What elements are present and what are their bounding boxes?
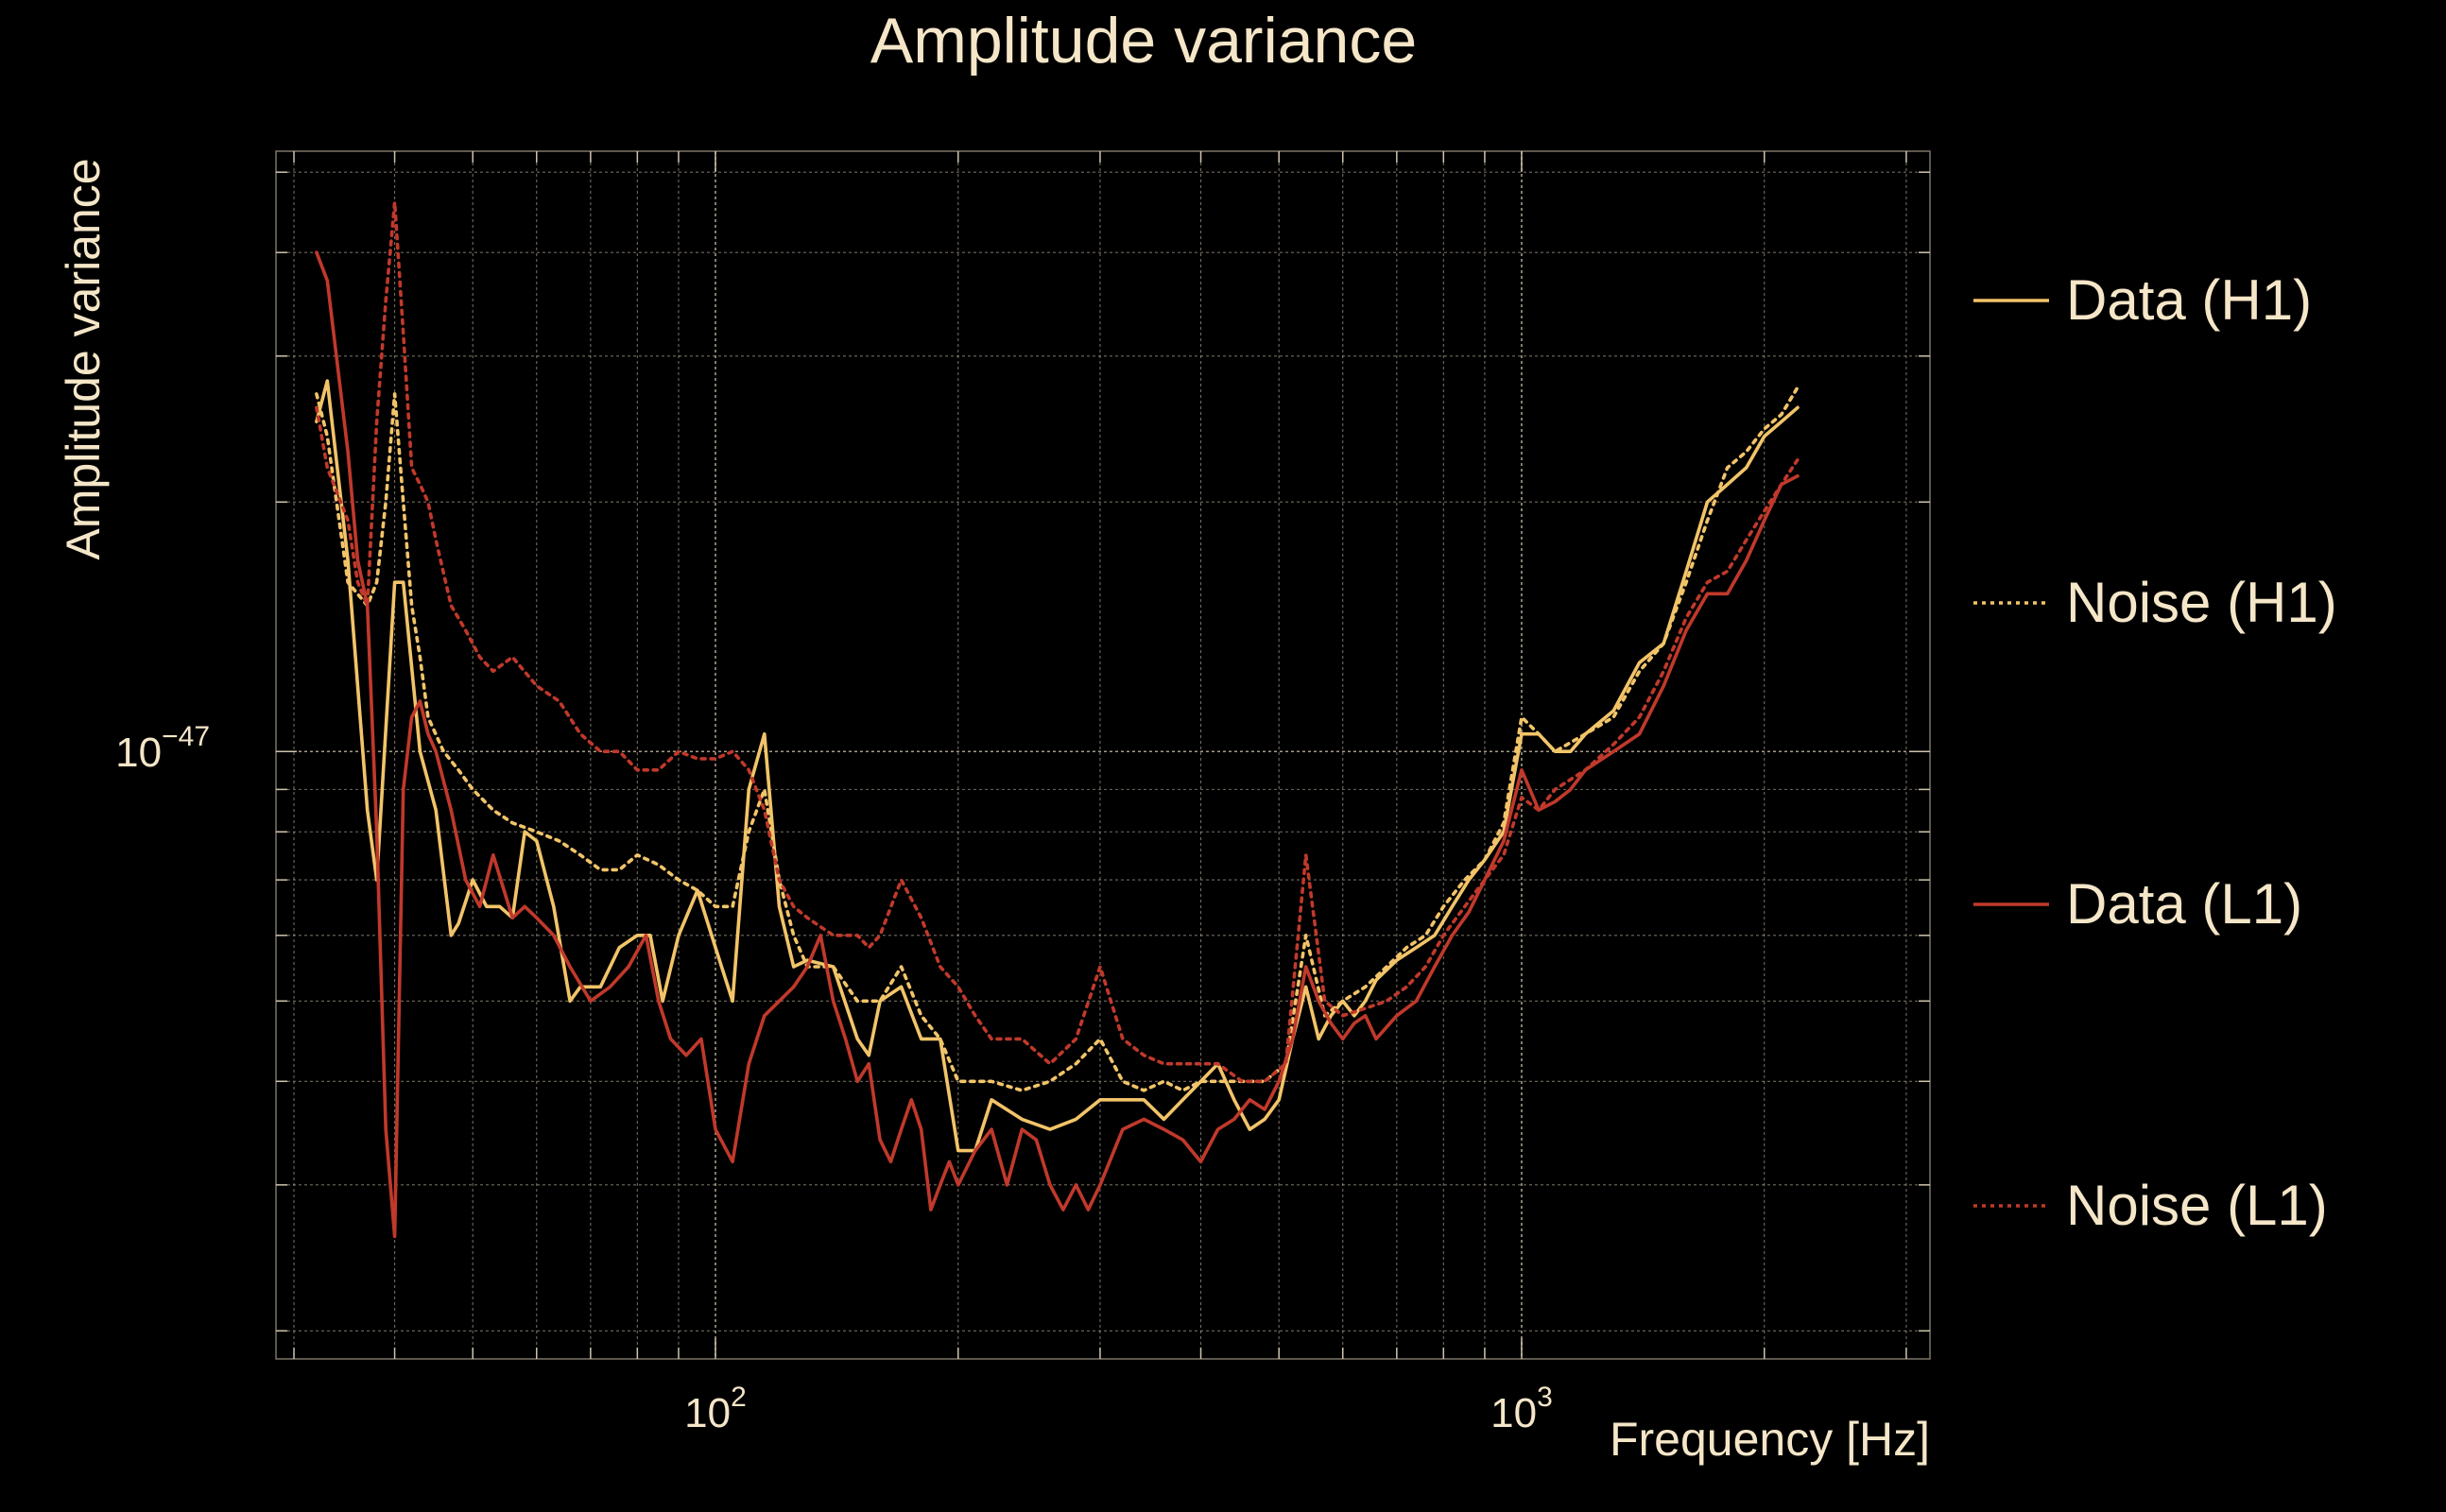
chart-title: Amplitude variance	[870, 5, 1417, 77]
legend-label: Data (L1)	[2066, 872, 2302, 936]
x-axis-label: Frequency [Hz]	[1610, 1413, 1930, 1466]
legend-label: Noise (H1)	[2066, 571, 2337, 634]
legend-label: Noise (L1)	[2066, 1174, 2328, 1237]
axis-layer: 102 103 10−47	[115, 150, 1931, 1436]
legend-label: Data (H1)	[2066, 268, 2312, 332]
grid-layer	[276, 151, 1930, 1359]
y-axis-label: Amplitude variance	[57, 158, 110, 559]
series-line-data-h1	[315, 379, 1800, 1153]
series-layer	[315, 200, 1800, 1239]
x-tick-label: 103	[1490, 1382, 1553, 1436]
series-line-noise-h1	[315, 386, 1800, 1092]
y-tick-label: 10−47	[115, 721, 210, 776]
series-line-noise-l1	[315, 200, 1800, 1084]
series-line-data-l1	[315, 250, 1800, 1239]
plot-frame	[275, 150, 1931, 1360]
x-tick-label: 102	[684, 1382, 747, 1436]
legend: Data (H1) Noise (H1) Data (L1) Noise (L1)	[1973, 268, 2337, 1237]
